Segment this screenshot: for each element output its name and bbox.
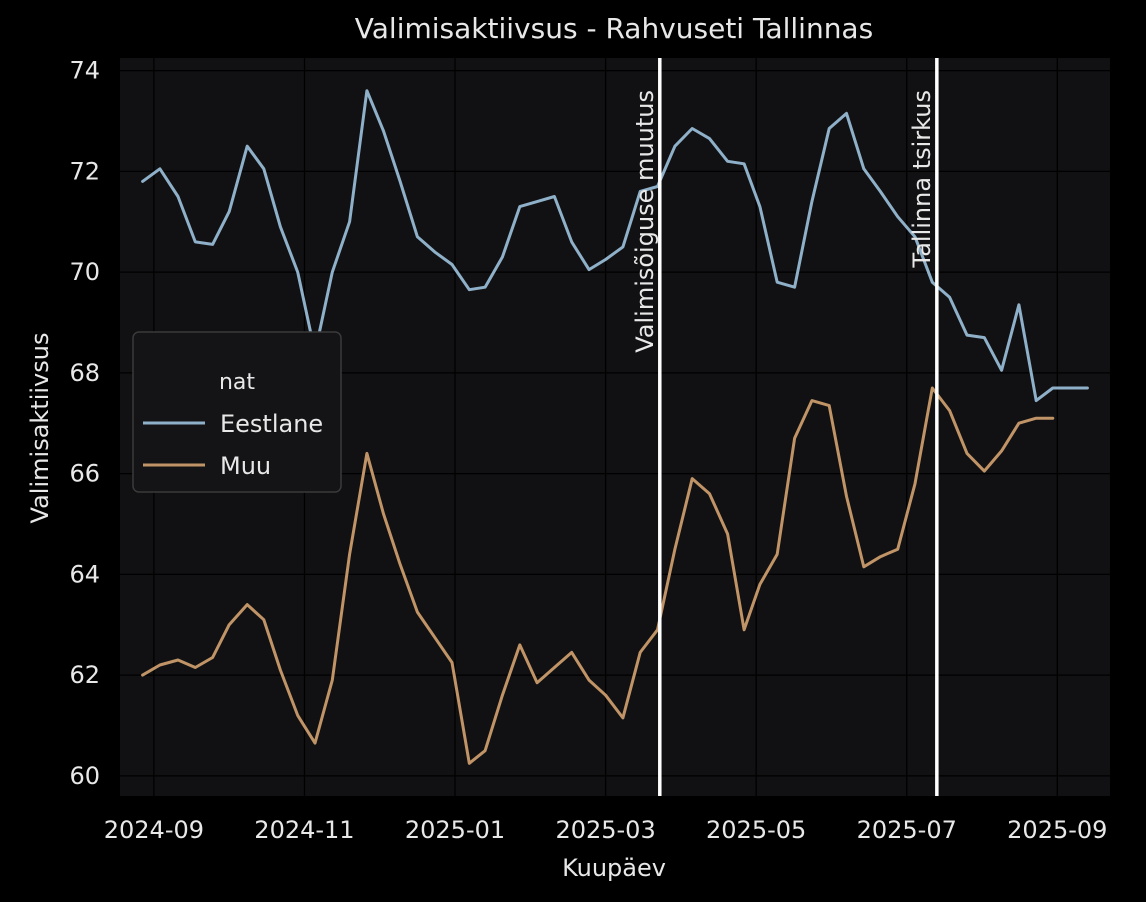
x-tick-label: 2025-01: [405, 816, 505, 844]
legend-box: [132, 331, 342, 493]
y-tick-label: 70: [69, 258, 100, 286]
series-line-eestlane: [141, 89, 1089, 403]
y-tick-label: 60: [69, 762, 100, 790]
y-tick-label: 72: [69, 157, 100, 185]
legend-title: nat: [219, 370, 255, 395]
series-layer: [141, 89, 1089, 765]
y-tick-label: 74: [69, 57, 100, 85]
legend-label-eestlane: Eestlane: [220, 410, 323, 438]
vline-layer: Valimisõiguse muutus Tallinna tsirkus: [631, 58, 939, 796]
y-tick-label: 62: [69, 661, 100, 689]
legend: nat Eestlane Muu: [132, 331, 342, 493]
y-axis: 60 62 64 66 68 70 72 74: [69, 57, 100, 790]
chart-title: Valimisaktiivsus - Rahvuseti Tallinnas: [355, 12, 873, 45]
y-tick-label: 66: [69, 460, 100, 488]
x-tick-label: 2024-11: [254, 816, 354, 844]
x-tick-label: 2024-09: [104, 816, 204, 844]
legend-label-muu: Muu: [220, 452, 271, 480]
series-line-muu: [141, 386, 1055, 765]
grid: [120, 58, 1110, 796]
event-label: Valimisõiguse muutus: [631, 90, 659, 353]
y-tick-label: 68: [69, 359, 100, 387]
x-tick-label: 2025-03: [555, 816, 655, 844]
x-axis: 2024-09 2024-11 2025-01 2025-03 2025-05 2025-…: [104, 816, 1108, 844]
y-tick-label: 64: [69, 560, 100, 588]
x-tick-label: 2025-05: [706, 816, 806, 844]
x-tick-label: 2025-07: [857, 816, 957, 844]
event-label: Tallinna tsirkus: [908, 90, 936, 268]
x-tick-label: 2025-09: [1007, 816, 1107, 844]
x-axis-label: Kuupäev: [562, 854, 666, 882]
y-axis-label: Valimisaktiivsus: [26, 333, 54, 524]
